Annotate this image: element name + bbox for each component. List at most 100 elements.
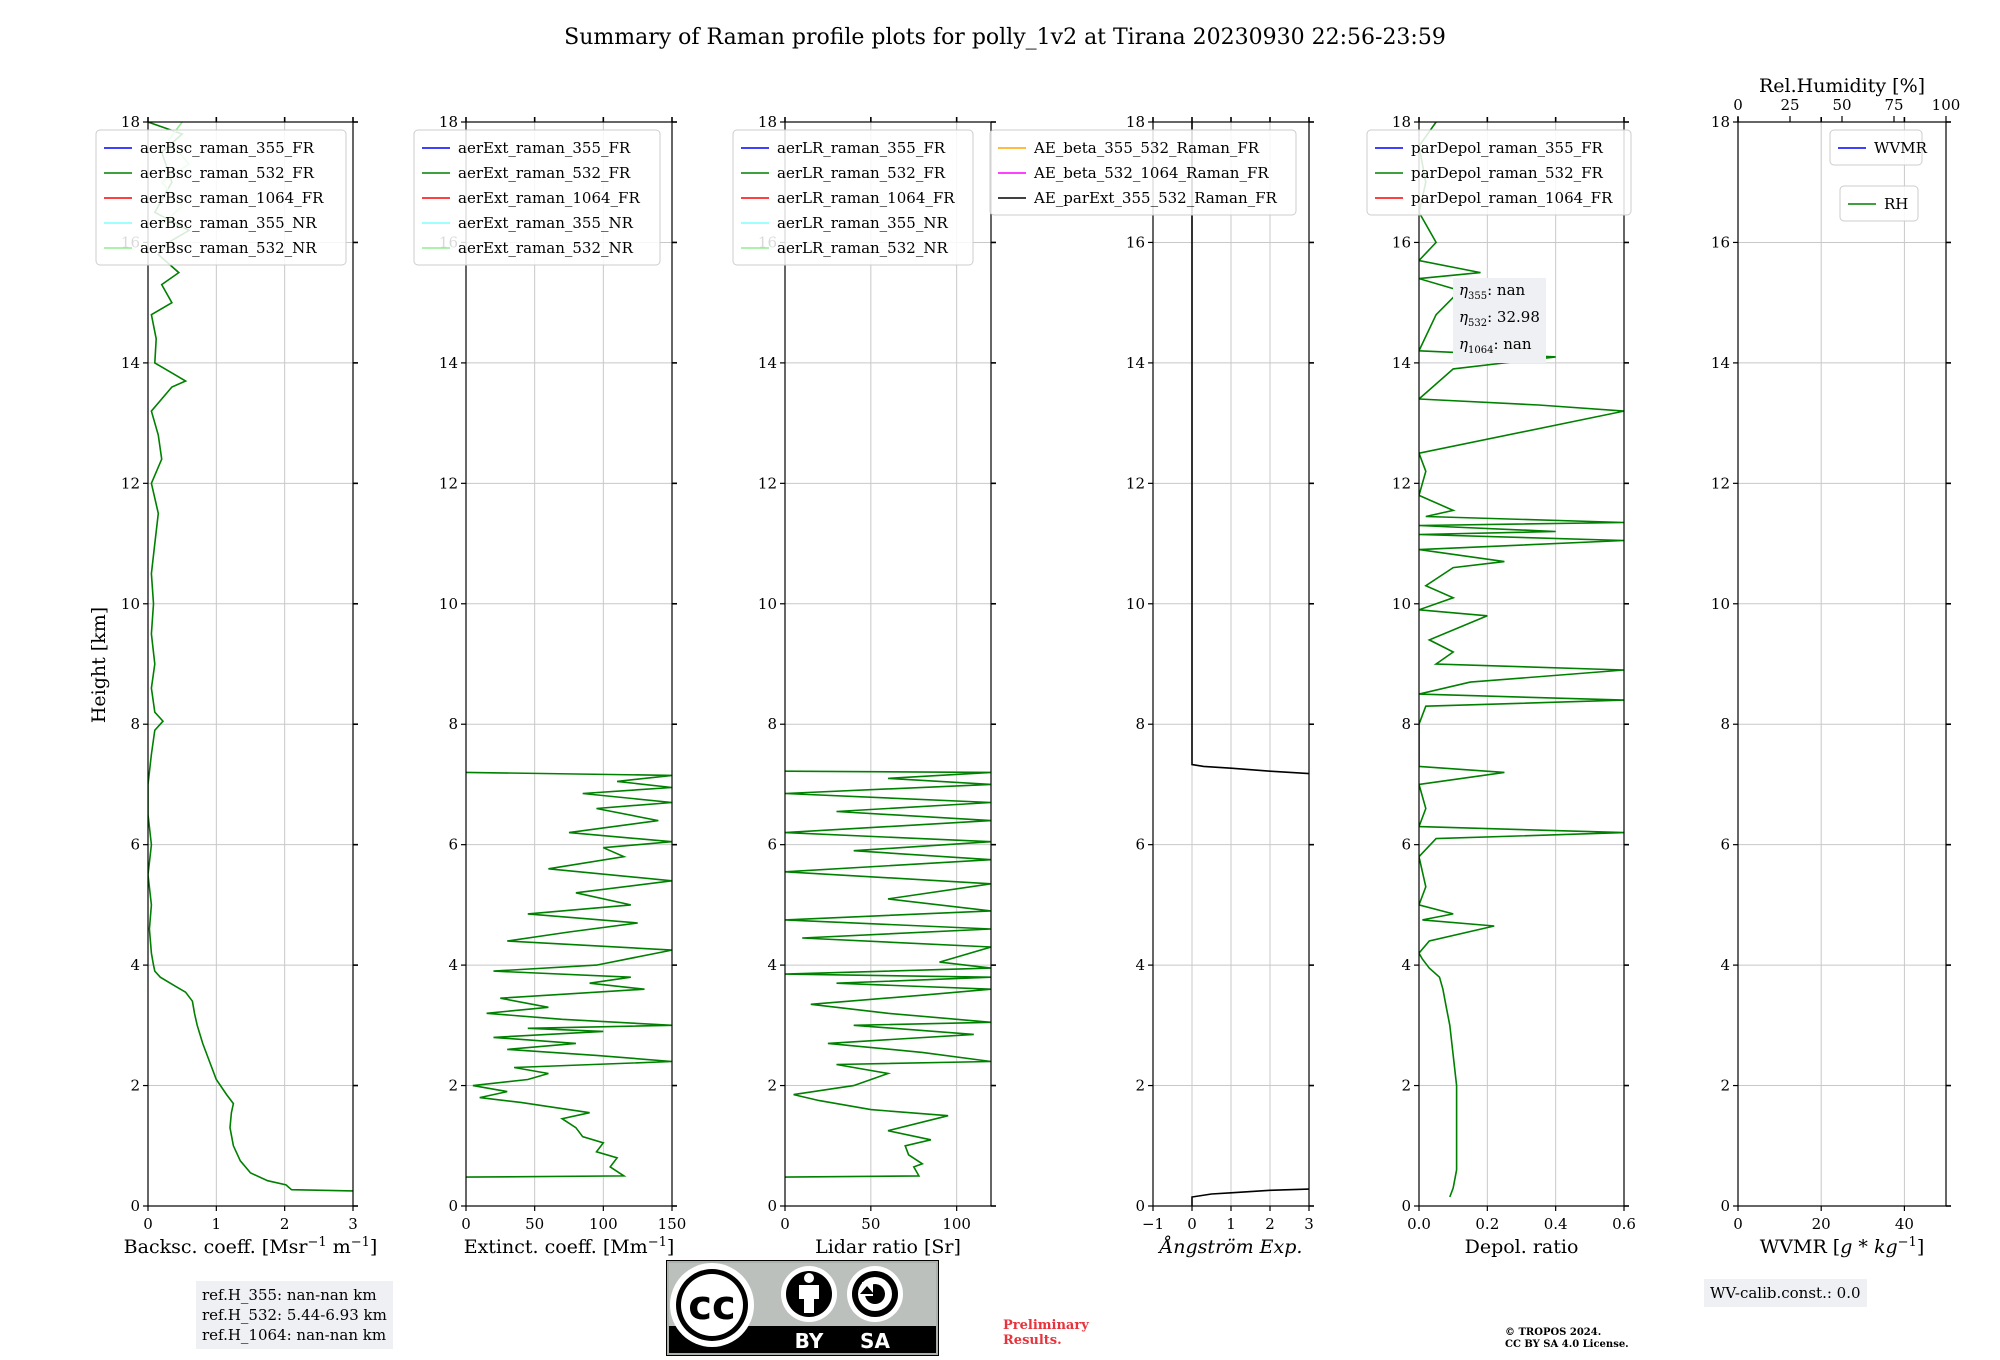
legend-box <box>1366 129 1632 216</box>
y-tick-label: 8 <box>1401 715 1411 733</box>
y-tick-label: 16 <box>1126 233 1145 251</box>
y-tick-label: 0 <box>1401 1197 1411 1215</box>
x-tick-label: 0.4 <box>1544 1215 1568 1233</box>
legend-box <box>413 129 661 266</box>
x-axis-label: Backsc. coeff. [Msr−1​ m−1​] <box>124 1235 378 1258</box>
series-line-aerBsc_raman_532_FR <box>148 122 353 1192</box>
legend-item-label: aerBsc_raman_355_FR <box>140 139 315 157</box>
legend-item-label: aerExt_raman_355_FR <box>458 139 631 157</box>
x-tick-label: 0 <box>461 1215 471 1233</box>
y-tick-label: 8 <box>1720 715 1730 733</box>
y-tick-label: 4 <box>1401 956 1411 974</box>
panel-lr: 024681012141618050100Lidar ratio [Sr]aer… <box>732 113 996 1258</box>
series-line-AE_parExt_355_532_Raman_FR <box>1191 1188 1309 1206</box>
y-tick-label: 0 <box>1135 1197 1145 1215</box>
top-x-tick-label: 100 <box>1932 96 1961 114</box>
y-tick-label: 6 <box>1401 836 1411 854</box>
x-tick-label: 0.2 <box>1475 1215 1499 1233</box>
ref-height-532: ref.H_532: 5.44-6.93 km <box>202 1306 387 1324</box>
panel-bsc: 0246810121416180123Backsc. coeff. [Msr−1… <box>95 113 378 1258</box>
legend-box <box>989 129 1297 216</box>
y-tick-label: 2 <box>767 1077 777 1095</box>
top-x-tick-label: 75 <box>1884 96 1903 114</box>
y-tick-label: 4 <box>130 956 140 974</box>
x-tick-label: 0.6 <box>1612 1215 1636 1233</box>
x-tick-label: 50 <box>525 1215 544 1233</box>
legend-item-label: aerExt_raman_1064_FR <box>458 189 640 207</box>
legend-item-label: aerExt_raman_355_NR <box>458 214 634 232</box>
y-tick-label: 14 <box>1711 354 1730 372</box>
y-tick-label: 2 <box>1135 1077 1145 1095</box>
y-tick-label: 14 <box>1392 354 1411 372</box>
legend: WVMR <box>1829 129 1928 166</box>
wv-calibration-box: WV-calib.const.: 0.0 <box>1704 1279 1867 1307</box>
label-part: Extinct. coeff. [Mm <box>464 1236 648 1258</box>
legend-item-label: aerExt_raman_532_FR <box>458 164 631 182</box>
y-tick-label: 0 <box>1720 1197 1730 1215</box>
y-tick-label: 18 <box>439 113 458 131</box>
x-axis-label: Depol. ratio <box>1465 1236 1579 1258</box>
y-tick-label: 10 <box>1392 595 1411 613</box>
legend-item-label: RH <box>1884 195 1908 213</box>
by-label: BY <box>795 1329 824 1353</box>
y-tick-label: 18 <box>1126 113 1145 131</box>
y-tick-label: 6 <box>1135 836 1145 854</box>
y-tick-label: 2 <box>448 1077 458 1095</box>
plot-frame <box>1737 121 1947 1207</box>
y-tick-label: 4 <box>448 956 458 974</box>
x-tick-label: 1 <box>212 1215 222 1233</box>
y-tick-label: 10 <box>758 595 777 613</box>
x-tick-label: 0 <box>780 1215 790 1233</box>
legend-item-label: aerLR_raman_532_NR <box>777 239 948 257</box>
y-tick-label: 6 <box>1720 836 1730 854</box>
x-tick-label: 2 <box>280 1215 290 1233</box>
label-part: * <box>1852 1236 1874 1258</box>
x-tick-label: 50 <box>861 1215 880 1233</box>
y-tick-label: 16 <box>1711 233 1730 251</box>
x-tick-label: 0 <box>1187 1215 1197 1233</box>
top-x-tick-label: 25 <box>1780 96 1799 114</box>
x-tick-label: 3 <box>348 1215 358 1233</box>
legend-item-label: WVMR <box>1874 139 1928 157</box>
label-part: ] <box>667 1236 674 1258</box>
panels-group: 0246810121416180123Backsc. coeff. [Msr−1… <box>95 75 1960 1258</box>
legend-item-label: parDepol_raman_1064_FR <box>1411 189 1613 207</box>
x-tick-label: 20 <box>1812 1215 1831 1233</box>
legend-item-label: AE_beta_532_1064_Raman_FR <box>1033 164 1269 182</box>
x-tick-label: 100 <box>589 1215 618 1233</box>
label-part: ] <box>1917 1236 1924 1258</box>
y-tick-label: 0 <box>130 1197 140 1215</box>
legend-item-label: AE_beta_355_532_Raman_FR <box>1033 139 1260 157</box>
x-tick-label: 0.0 <box>1407 1215 1431 1233</box>
legend-item-label: aerBsc_raman_355_NR <box>140 214 317 232</box>
y-tick-label: 18 <box>121 113 140 131</box>
legend-item-label: aerBsc_raman_532_NR <box>140 239 317 257</box>
legend-item-label: aerBsc_raman_1064_FR <box>140 189 324 207</box>
y-tick-label: 14 <box>1126 354 1145 372</box>
legend-item-label: aerLR_raman_1064_FR <box>777 189 955 207</box>
legend-box <box>1839 185 1919 222</box>
label-part: g <box>1840 1236 1852 1258</box>
x-tick-label: −1 <box>1142 1215 1164 1233</box>
label-part: WVMR [ <box>1760 1236 1840 1258</box>
x-tick-label: 3 <box>1304 1215 1314 1233</box>
y-tick-label: 8 <box>767 715 777 733</box>
y-tick-label: 14 <box>439 354 458 372</box>
figure-title: Summary of Raman profile plots for polly… <box>564 25 1446 50</box>
y-tick-label: 12 <box>1711 474 1730 492</box>
panel-depol: 0 2 4 6 8 10 12 14 16 18 0.0 0.2 0.4 0.6 Depol. ratio p… <box>1366 113 1636 1258</box>
series-line-AE_parExt_355_532_Raman_FR <box>1191 122 1309 775</box>
x-tick-label: 40 <box>1895 1215 1914 1233</box>
ref-height-355: ref.H_355: nan-nan km <box>202 1286 377 1304</box>
preliminary-note: Preliminary Results. <box>1003 1318 1089 1348</box>
x-tick-label: 1 <box>1226 1215 1236 1233</box>
y-tick-label: 2 <box>1401 1077 1411 1095</box>
eta-box: η355: nan η532: 32.98 η1064: nan <box>1453 278 1546 363</box>
y-tick-label: 14 <box>121 354 140 372</box>
y-tick-label: 2 <box>130 1077 140 1095</box>
legend-item-label: parDepol_raman_355_FR <box>1411 139 1604 157</box>
y-tick-label: 4 <box>1135 956 1145 974</box>
